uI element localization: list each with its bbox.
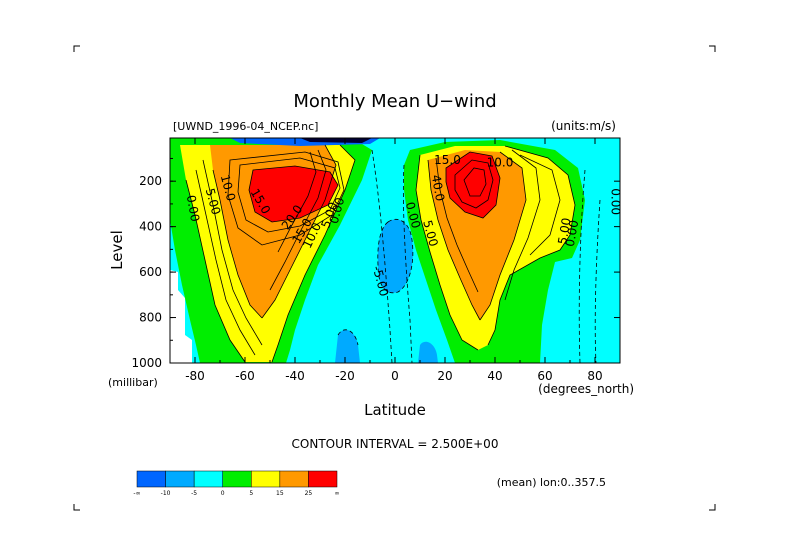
- contour-fields: [170, 138, 620, 363]
- field-tropical-easterlies: [377, 219, 413, 293]
- y-axis: 200 400 600 800 1000: [131, 157, 620, 370]
- colorbar-swatch: [165, 470, 195, 488]
- y-tick-label: 1000: [131, 356, 162, 370]
- chart-title: Monthly Mean U−wind: [293, 91, 496, 112]
- contour-label: 5.00: [555, 217, 573, 246]
- x-tick-label: -40: [285, 369, 305, 383]
- colorbar-swatch: [193, 470, 223, 488]
- field-strat-dense-contours: [300, 138, 372, 143]
- x-tick-label: 40: [487, 369, 502, 383]
- contour-label: 0.00: [403, 200, 423, 229]
- field-nh-25: [446, 152, 500, 218]
- colorbar-tick-label: 15: [276, 490, 284, 497]
- x-tick-label: -80: [185, 369, 205, 383]
- colorbar-swatch: [308, 470, 338, 488]
- y-axis-label: Level: [108, 230, 126, 270]
- contour-label: 40.0: [429, 174, 447, 203]
- field-surface-easterly-nh: [418, 341, 438, 363]
- contour-label: 15.0: [434, 153, 461, 167]
- y-tick-label: 600: [139, 265, 162, 279]
- x-axis-units: (degrees_north): [538, 382, 634, 396]
- colorbar-swatch: [251, 470, 281, 488]
- dataset-label: [UWND_1996-04_NCEP.nc]: [173, 120, 318, 133]
- colorbar: -∞ -10 -5 0 5 15 25 ∞: [133, 470, 340, 497]
- x-tick-label: 80: [587, 369, 602, 383]
- contour-label: 10.0: [218, 173, 238, 202]
- contour-interval-label: CONTOUR INTERVAL = 2.500E+00: [292, 437, 499, 451]
- contour-lines-positive: [185, 144, 576, 363]
- y-tick-label: 800: [139, 311, 162, 325]
- x-tick-label: -20: [335, 369, 355, 383]
- x-tick-label: 0: [391, 369, 399, 383]
- colorbar-swatch: [222, 470, 252, 488]
- x-axis: -80 -60 -40 -20 0 20 40 60 80: [169, 138, 621, 383]
- mean-label: (mean) lon:0..357.5: [497, 476, 606, 489]
- units-label: (units:m/s): [551, 119, 616, 133]
- contour-label: 0.00: [327, 196, 347, 225]
- contour-label: 10.0: [487, 156, 514, 170]
- contour-label: 0.00: [609, 188, 623, 215]
- y-tick-label: 400: [139, 220, 162, 234]
- field-sh-25: [249, 166, 338, 222]
- contour-label: 0.00: [184, 194, 202, 223]
- field-missing-data: [170, 270, 192, 363]
- colorbar-tick-label: -∞: [133, 490, 140, 497]
- contour-label: 0.00: [563, 219, 581, 248]
- colorbar-swatch: [279, 470, 309, 488]
- colorbar-tick-label: -5: [191, 490, 197, 497]
- x-tick-label: -60: [235, 369, 255, 383]
- contour-label: 5.00: [203, 187, 223, 216]
- crop-marks: [73, 45, 716, 511]
- colorbar-tick-label: ∞: [335, 490, 340, 497]
- colorbar-tick-label: -10: [161, 490, 171, 497]
- contour-lines-negative: [337, 149, 601, 363]
- field-surface-easterly-sh: [335, 329, 360, 363]
- colorbar-swatch: [136, 470, 166, 488]
- x-tick-label: 60: [537, 369, 552, 383]
- colorbar-tick-label: 25: [305, 490, 313, 497]
- colorbar-tick-label: 5: [249, 490, 253, 497]
- contour-label-layer: 10.05.000.00 15.020.015.010.05.000.00-5.0…: [184, 153, 623, 298]
- y-axis-units: (millibar): [108, 376, 158, 389]
- colorbar-tick-label: 0: [221, 490, 225, 497]
- contour-label: 5.00: [420, 219, 440, 248]
- x-tick-label: 20: [437, 369, 452, 383]
- x-axis-label: Latitude: [364, 401, 426, 419]
- y-tick-label: 200: [139, 174, 162, 188]
